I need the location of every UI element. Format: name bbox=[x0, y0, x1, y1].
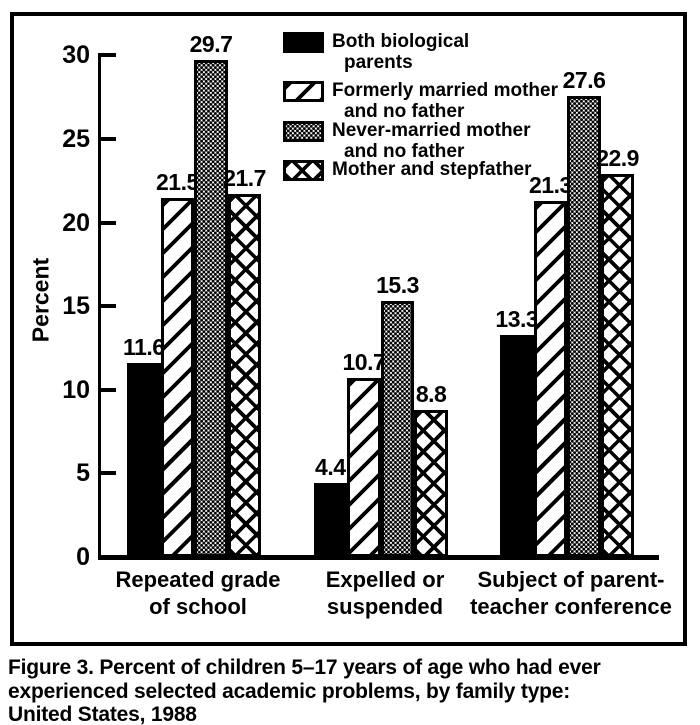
x-category-label: Repeated grade of school bbox=[78, 566, 318, 620]
legend-label-line: Never-married mother bbox=[332, 120, 531, 141]
legend-swatch-crosshatch bbox=[283, 160, 324, 181]
y-tick-label: 20 bbox=[62, 208, 90, 237]
y-tick-mark bbox=[100, 304, 116, 309]
x-category-label-line: Repeated grade bbox=[115, 567, 281, 592]
y-tick-mark bbox=[100, 137, 116, 141]
bar-diagonal-stripes-group3 bbox=[533, 200, 568, 557]
caption-line: Figure 3. Percent of children 5–17 years… bbox=[8, 656, 601, 679]
y-tick-mark bbox=[100, 53, 116, 58]
y-axis-line bbox=[98, 53, 101, 560]
bar-value-label: 11.6 bbox=[123, 334, 165, 361]
legend-label-line: Mother and stepfather bbox=[332, 159, 532, 180]
legend-swatch-stipple-dots bbox=[283, 121, 324, 142]
legend-label-line: Formerly married mother bbox=[332, 80, 558, 101]
bar-value-label: 29.7 bbox=[189, 31, 233, 58]
x-axis-baseline bbox=[100, 555, 659, 560]
bar-value-label: 13.3 bbox=[495, 305, 539, 332]
bar-stipple-dots-group2 bbox=[380, 301, 415, 557]
bar-value-label: 8.8 bbox=[415, 380, 447, 407]
figure-caption: Figure 3. Percent of children 5–17 years… bbox=[8, 656, 696, 725]
bar-diagonal-stripes-group2 bbox=[347, 378, 381, 557]
y-tick-label: 15 bbox=[62, 292, 90, 321]
x-category-label: Subject of parent-teacher conference bbox=[451, 566, 691, 620]
y-tick-mark bbox=[100, 555, 116, 559]
bar-solid-group2 bbox=[313, 483, 348, 557]
bar-solid-group1 bbox=[127, 363, 161, 557]
legend-label: Formerly married mother and no father bbox=[332, 80, 558, 122]
y-tick-label: 10 bbox=[62, 375, 90, 404]
x-category-label-line: of school bbox=[149, 594, 247, 619]
legend-label: Never-married mother and no father bbox=[332, 120, 531, 162]
bar-diagonal-stripes-group1 bbox=[160, 197, 195, 557]
legend-swatch-solid bbox=[283, 32, 324, 53]
y-tick-label: 25 bbox=[62, 125, 90, 153]
legend-label: Mother and stepfather bbox=[332, 159, 532, 180]
legend-swatch-diagonal-stripes bbox=[283, 81, 324, 102]
bar-value-label: 21.3 bbox=[529, 171, 572, 198]
x-category-label-line: suspended bbox=[326, 594, 444, 619]
bar-stipple-dots-group1 bbox=[194, 60, 228, 557]
legend-label-line: parents bbox=[344, 52, 413, 73]
y-tick-mark bbox=[100, 471, 116, 476]
legend-label-line: and no father bbox=[344, 141, 465, 162]
caption-line: United States, 1988 bbox=[8, 703, 197, 725]
legend-label-line: and no father bbox=[344, 101, 465, 122]
bar-value-label: 27.6 bbox=[562, 66, 606, 93]
y-tick-label: 5 bbox=[76, 459, 90, 488]
caption-line: experienced selected academic problems, … bbox=[8, 679, 571, 703]
x-category-label-line: Subject of parent- bbox=[477, 567, 665, 592]
y-tick-mark bbox=[100, 220, 116, 225]
bar-value-label: 4.4 bbox=[315, 454, 346, 481]
y-tick-label: 0 bbox=[76, 543, 90, 571]
bar-value-label: 21.7 bbox=[223, 165, 266, 192]
bar-value-label: 21.5 bbox=[156, 168, 199, 195]
bar-value-label: 15.3 bbox=[376, 272, 419, 299]
x-category-label: Expelled or suspended bbox=[265, 566, 505, 620]
bar-crosshatch-group1 bbox=[227, 194, 262, 557]
y-tick-mark bbox=[100, 387, 116, 392]
y-tick-label: 30 bbox=[62, 41, 90, 70]
x-category-label-line: teacher conference bbox=[470, 594, 672, 619]
bar-solid-group3 bbox=[500, 334, 534, 557]
x-category-label-line: Expelled or bbox=[325, 567, 445, 592]
bar-value-label: 22.9 bbox=[596, 145, 639, 172]
bar-crosshatch-group3 bbox=[600, 174, 635, 557]
bar-value-label: 10.7 bbox=[342, 349, 386, 376]
bar-stipple-dots-group3 bbox=[567, 95, 601, 557]
bar-crosshatch-group2 bbox=[414, 409, 448, 557]
legend-label: Both biological parents bbox=[332, 31, 469, 73]
legend-label-line: Both biological bbox=[332, 31, 470, 52]
